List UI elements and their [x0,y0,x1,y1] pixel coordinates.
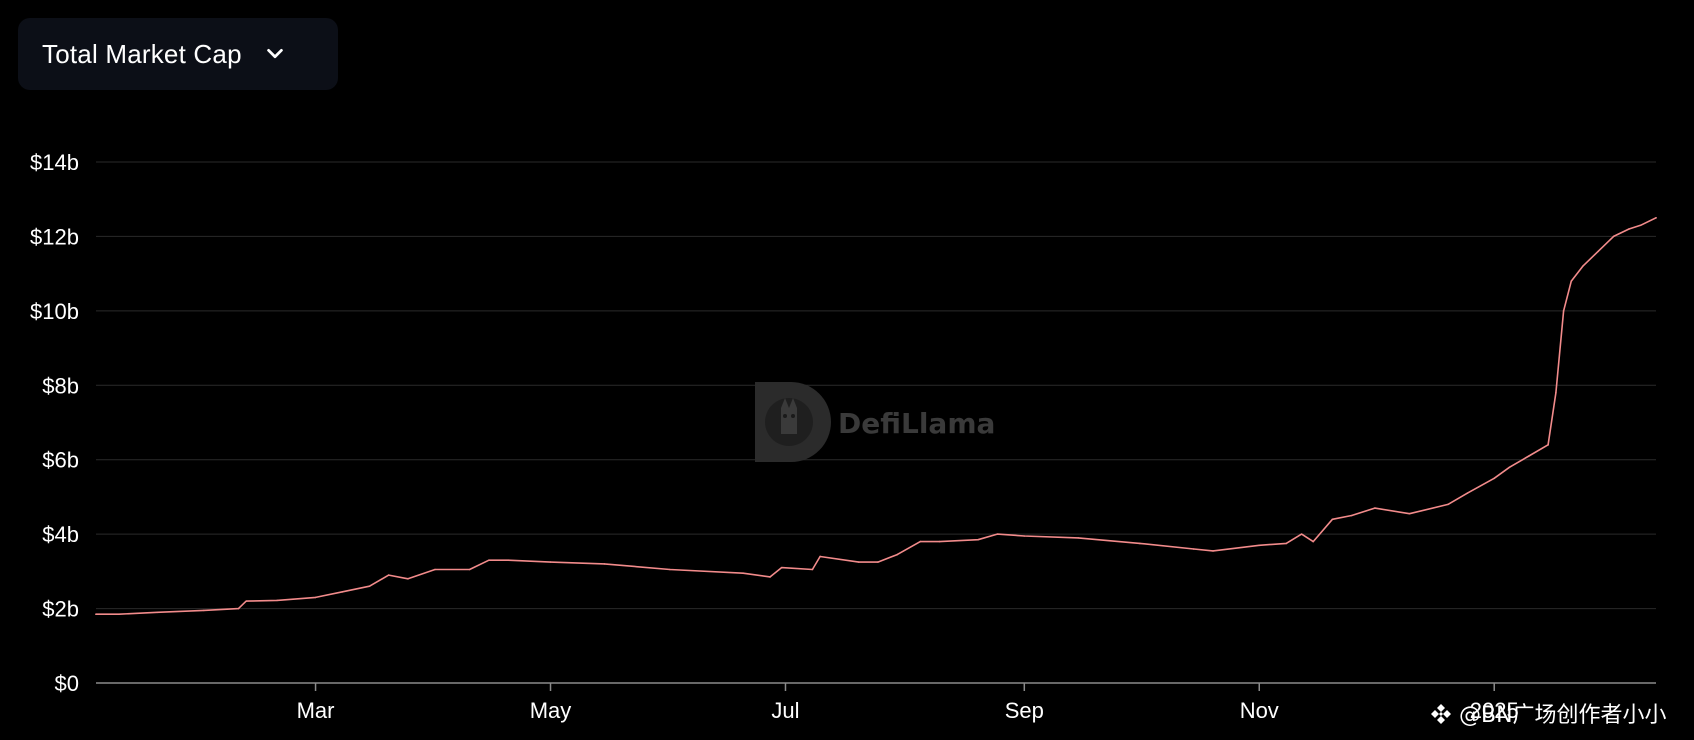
data-point [1466,492,1469,495]
data-point [996,533,999,535]
data-point [1547,444,1549,446]
y-tick-label: $10b [30,299,79,324]
data-point [387,574,390,576]
data-point [1508,466,1511,468]
chart-gridlines [96,161,1656,610]
x-tick-label: Sep [1005,698,1044,723]
data-point [549,561,552,563]
data-point [1639,224,1642,227]
y-tick-label: $2b [42,597,79,622]
x-tick-label: Mar [297,698,335,723]
data-point [1528,455,1530,457]
y-tick-label: $8b [42,373,79,398]
llama-logo-icon [755,382,831,462]
data-point [468,568,471,571]
data-point [237,607,240,610]
data-point [1582,265,1584,268]
data-point [977,538,979,541]
data-point [669,568,671,571]
data-point [1597,250,1600,253]
data-point [1493,477,1496,480]
data-point [896,553,898,556]
binance-diamond-icon [1431,704,1451,724]
data-point [368,585,371,588]
data-point [1139,542,1141,545]
data-point [1300,533,1303,535]
data-point [118,613,120,615]
data-point [811,568,814,571]
data-point [1023,535,1026,537]
data-point [819,555,821,558]
data-point [1570,280,1573,282]
data-point [434,568,436,571]
data-point [488,559,490,561]
metric-selector-dropdown[interactable]: Total Market Cap [18,18,338,90]
data-point [245,600,248,602]
data-point [156,611,159,614]
data-point [857,561,860,563]
data-point [95,613,97,615]
data-point [1555,391,1557,394]
y-tick-label: $6b [42,448,79,473]
data-point [877,561,879,563]
data-point [1192,548,1195,550]
x-tick-label: 2025 [1470,698,1519,723]
metric-selector-label: Total Market Cap [42,38,242,69]
credit-overlay: @BN广场创作者小小 [1431,703,1667,728]
series-layer [95,217,1657,616]
x-tick-label: May [530,698,572,723]
x-tick-label: Jul [771,698,799,723]
chevron-down-icon [266,48,283,59]
data-point [919,540,922,543]
data-point [1331,518,1334,521]
data-point [341,591,344,593]
defillama-watermark: DefiLlama [755,382,995,462]
data-point [1077,537,1080,539]
data-point [314,596,317,599]
data-point [603,563,606,565]
data-point [742,572,744,575]
data-point [1655,217,1657,219]
data-point [203,609,205,612]
data-point [938,540,941,543]
data-point [276,599,278,602]
data-point [1408,512,1411,515]
x-axis: Mar May Jul Sep Nov 2025 [96,682,1656,723]
y-tick-label: $0 [55,671,79,696]
data-point [1258,544,1261,547]
data-point [1447,503,1449,506]
y-axis: $0 $2b $4b $6b $8b $10b $12b $14b [30,150,79,696]
data-point [1562,310,1565,312]
watermark-text: DefiLlama [838,407,995,440]
y-tick-label: $14b [30,150,79,175]
data-point [769,576,771,578]
data-point [1612,235,1615,238]
data-point [1628,228,1630,230]
data-point [1285,542,1288,545]
data-point [1350,514,1353,517]
data-point [507,559,509,561]
credit-text: @BN广场创作者小小 [1459,703,1667,728]
y-tick-label: $4b [42,522,79,547]
x-tick-label: Nov [1240,698,1279,723]
y-tick-label: $12b [30,224,79,249]
data-point [407,578,409,580]
data-point [1374,507,1376,509]
data-point [780,566,783,569]
data-point [1212,550,1214,552]
data-point [1312,540,1314,543]
